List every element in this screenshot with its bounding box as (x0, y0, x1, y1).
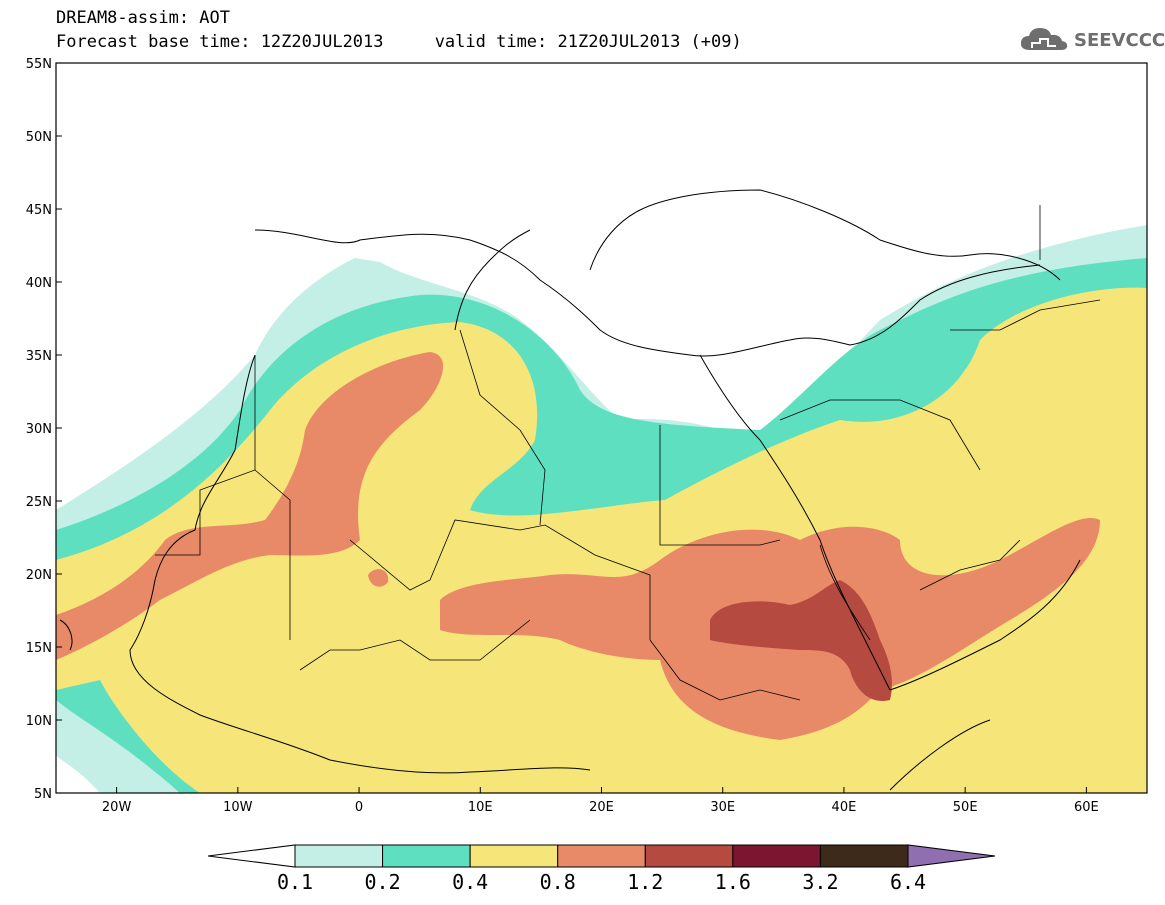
colorbar-tick-label: 0.8 (540, 870, 576, 894)
colorbar-arrow-high (907, 844, 996, 868)
lon-label: 60E (1074, 800, 1099, 815)
chart-title-line-1: DREAM8-assim: AOT (56, 8, 230, 28)
colorbar-box (557, 844, 646, 868)
coastlines (59, 189, 1081, 791)
lat-axis: 55N 50N 45N 40N 35N 30N 25N 20N 15N 10N 5N (26, 57, 62, 802)
lon-label: 10E (468, 800, 493, 815)
colorbar-tick-label: 3.2 (802, 870, 838, 894)
colorbar-tick-label: 6.4 (890, 870, 926, 894)
lat-label: 30N (26, 422, 52, 437)
lat-label: 10N (26, 714, 52, 729)
lat-label: 20N (26, 568, 52, 583)
colorbar-box (382, 844, 471, 868)
chart-title-line-2: Forecast base time: 12Z20JUL2013 valid t… (56, 32, 742, 52)
lat-label: 50N (26, 130, 52, 145)
lat-label: 45N (26, 203, 52, 218)
colorbar-tick-label: 0.2 (365, 870, 401, 894)
seevccc-logo: SEEVCCC (1018, 24, 1165, 56)
lon-axis: 20W 10W 0 10E 20E 30E 40E 50E 60E (102, 787, 1099, 815)
colorbar-box (819, 844, 909, 868)
colorbar-box (294, 844, 384, 868)
colorbar-tick-label: 0.4 (452, 870, 488, 894)
lat-label: 55N (26, 57, 52, 72)
colorbar-tick-label: 1.6 (715, 870, 751, 894)
colorbar-tick-label: 1.2 (627, 870, 663, 894)
lon-label: 30E (710, 800, 735, 815)
cloud-icon (1020, 28, 1068, 50)
aot-contour-1.2 (710, 580, 892, 701)
lat-label: 35N (26, 349, 52, 364)
borders (155, 205, 1101, 701)
lon-label: 50E (953, 800, 978, 815)
lon-label: 0 (355, 800, 363, 815)
colorbar: 0.1 0.2 0.4 0.8 1.2 1.6 3.2 6.4 (207, 844, 996, 894)
aot-field (56, 189, 1147, 793)
colorbar-box (732, 844, 821, 868)
lat-label: 5N (34, 787, 52, 802)
lon-label: 40E (832, 800, 857, 815)
lat-label: 25N (26, 495, 52, 510)
lat-label: 40N (26, 276, 52, 291)
lon-label: 20E (589, 800, 614, 815)
colorbar-arrow-low (207, 844, 296, 868)
lon-label: 20W (102, 800, 132, 815)
colorbar-box (469, 844, 559, 868)
lon-label: 10W (223, 800, 253, 815)
colorbar-box (644, 844, 734, 868)
lat-label: 15N (26, 641, 52, 656)
logo-text: SEEVCCC (1074, 30, 1165, 51)
colorbar-tick-label: 0.1 (277, 870, 313, 894)
